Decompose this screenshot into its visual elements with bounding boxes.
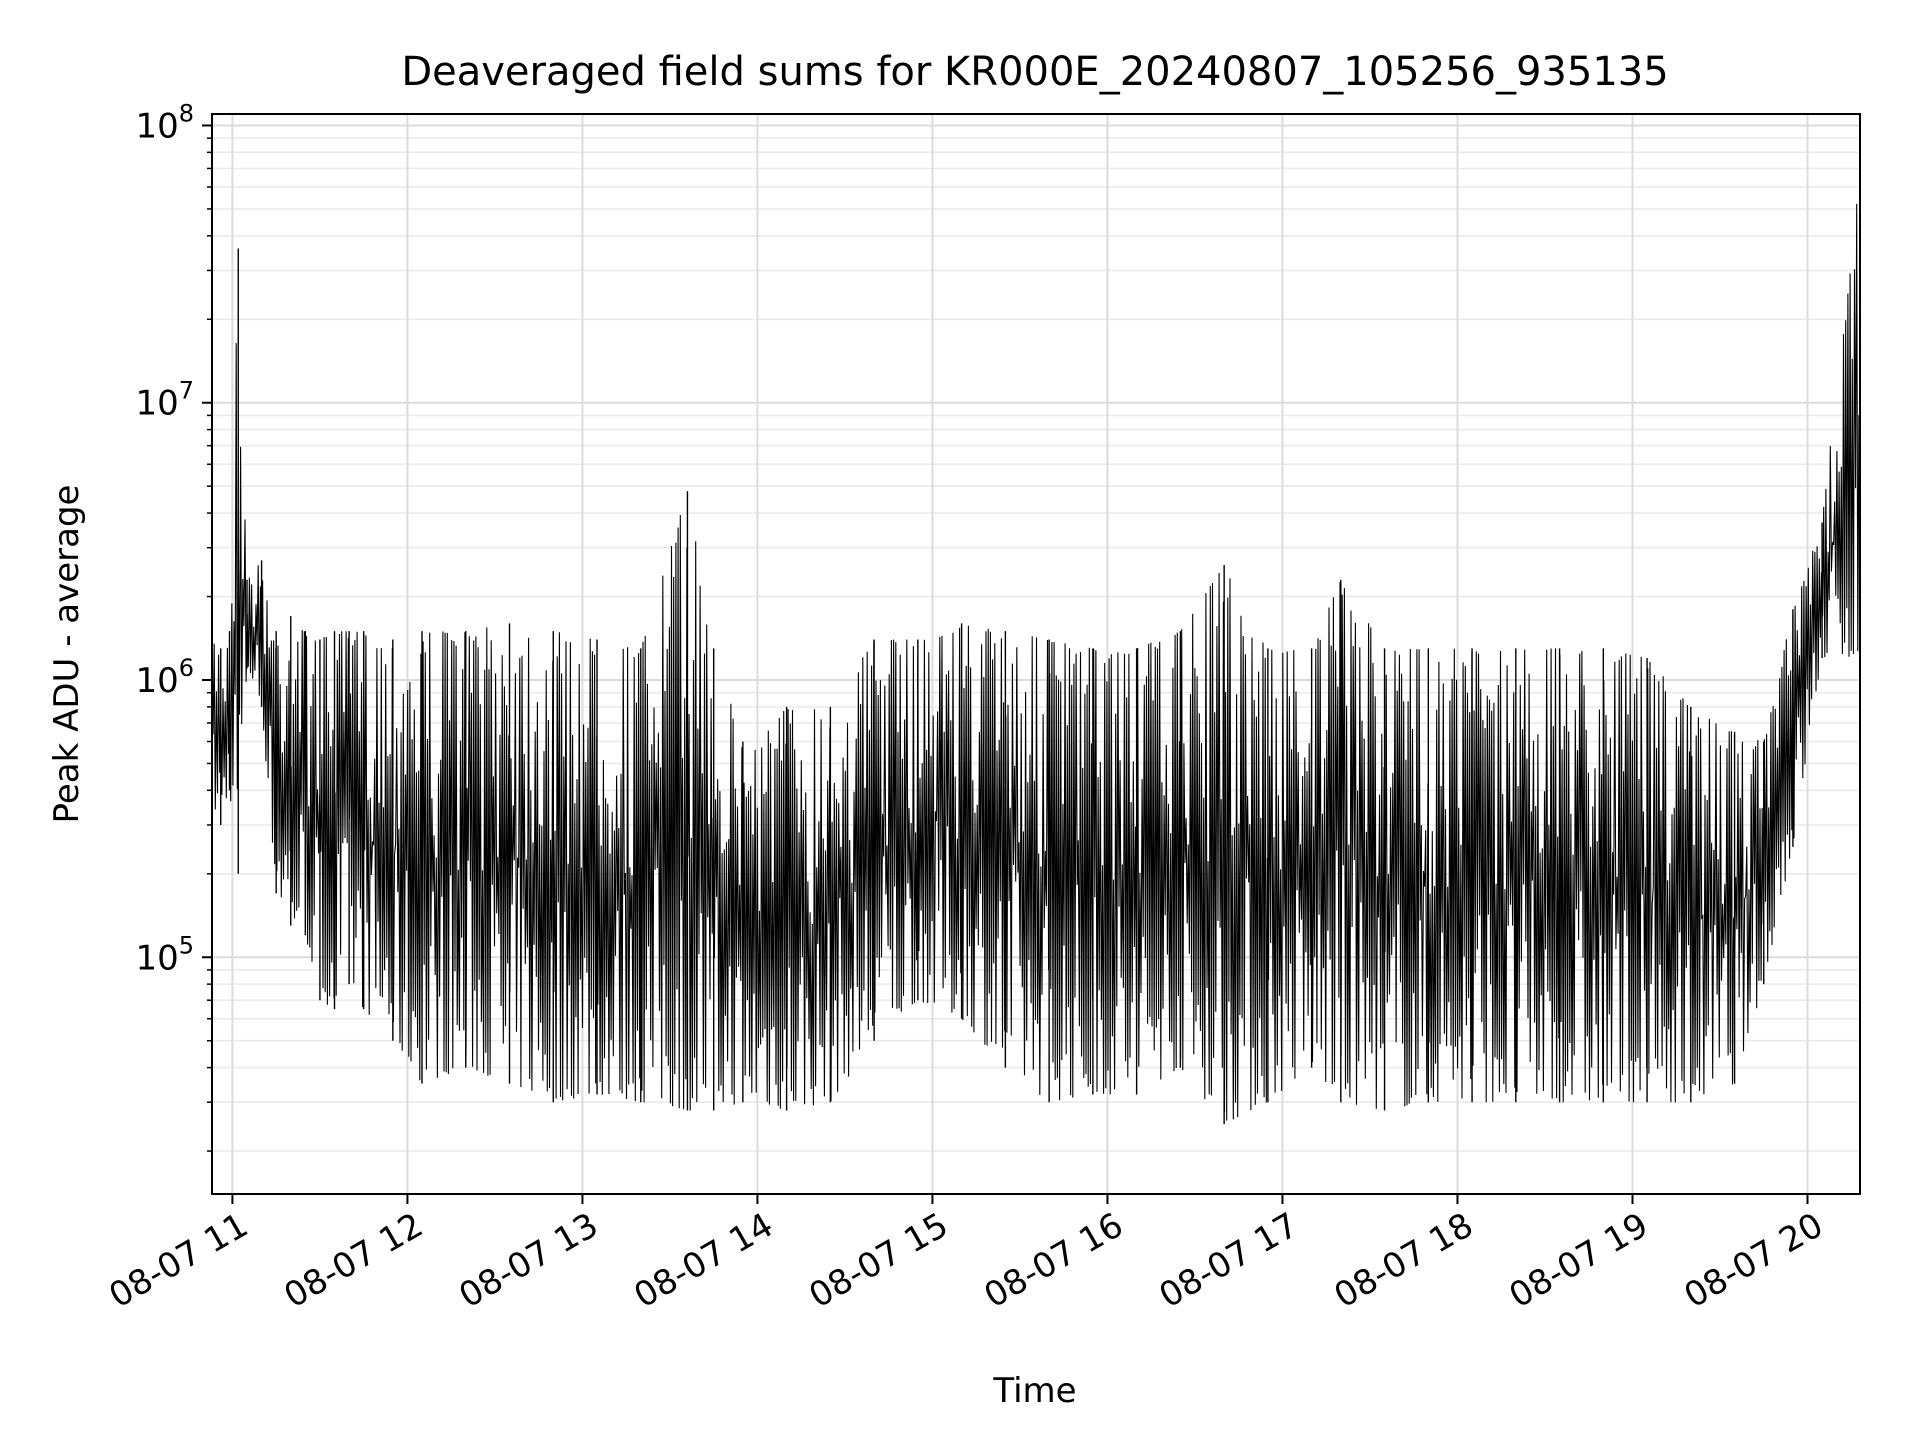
chart-title: Deaveraged field sums for KR000E_2024080… [401, 49, 1668, 95]
y-axis-ticks: 105 106 107 108 [135, 99, 212, 1152]
y-tick-label: 106 [135, 654, 194, 701]
y-axis-label: Peak ADU - average [47, 485, 87, 824]
y-tick-label: 108 [135, 99, 194, 146]
plot-frame [211, 113, 1861, 1195]
y-tick-label: 105 [135, 931, 194, 978]
x-axis-label: Time [992, 1371, 1076, 1411]
series-line [211, 203, 1861, 1121]
y-tick-label: 107 [135, 377, 194, 424]
series-group [211, 160, 1861, 1125]
